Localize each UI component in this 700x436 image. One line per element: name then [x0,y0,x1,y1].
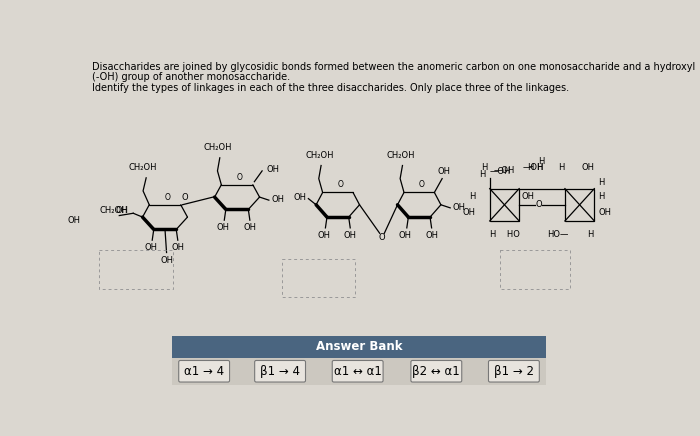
Text: H: H [587,230,594,239]
Text: OH: OH [216,223,229,232]
Text: CH₂OH: CH₂OH [305,151,334,160]
Text: OH: OH [522,192,535,201]
Text: β1 → 2: β1 → 2 [494,365,534,378]
Text: O: O [164,193,170,202]
Text: OH: OH [267,165,280,174]
Text: OH: OH [294,193,307,201]
Text: OH: OH [438,167,450,176]
Text: Disaccharides are joined by glycosidic bonds formed between the anomeric carbon : Disaccharides are joined by glycosidic b… [92,61,695,72]
Text: CH₂OH: CH₂OH [204,143,232,153]
Text: OH: OH [116,206,129,215]
Text: α1 → 4: α1 → 4 [184,365,224,378]
Text: H: H [481,163,487,172]
Text: O: O [536,200,542,209]
Text: OH: OH [344,231,357,240]
Text: H    HO: H HO [489,230,519,239]
Text: Answer Bank: Answer Bank [316,341,402,354]
Text: O: O [337,181,343,189]
Text: O: O [419,181,424,189]
FancyBboxPatch shape [411,361,462,382]
Text: H: H [598,178,605,187]
Text: H: H [598,192,605,201]
Text: O: O [379,233,385,242]
Text: —OH: —OH [523,163,545,172]
FancyBboxPatch shape [489,361,539,382]
Text: CH₂OH: CH₂OH [386,151,415,160]
Text: OH: OH [425,231,438,240]
Text: OH: OH [271,195,284,204]
FancyBboxPatch shape [178,361,230,382]
Text: —OH: —OH [494,166,515,175]
Text: CH₂OH: CH₂OH [129,164,158,173]
Text: (-OH) group of another monosaccharide.: (-OH) group of another monosaccharide. [92,72,290,82]
Text: OH: OH [581,163,594,172]
Text: α1 ↔ α1: α1 ↔ α1 [334,365,382,378]
FancyBboxPatch shape [255,361,305,382]
Polygon shape [172,358,546,385]
Text: CH₂OH: CH₂OH [100,206,128,215]
Text: H H: H H [528,163,543,172]
Text: OH: OH [399,231,412,240]
Text: H: H [538,157,545,166]
Text: β1 → 4: β1 → 4 [260,365,300,378]
Text: OH: OH [172,243,184,252]
Text: O: O [181,194,188,202]
FancyBboxPatch shape [332,361,383,382]
Text: OH: OH [452,203,466,212]
Text: HO—: HO— [547,230,569,239]
Text: O: O [237,173,242,182]
Text: OH: OH [463,208,476,218]
Text: OH: OH [244,223,256,232]
Text: H: H [480,170,486,179]
Polygon shape [172,336,546,358]
Text: OH: OH [598,208,611,218]
Text: —OH: —OH [490,167,511,176]
Text: H: H [558,163,564,172]
Text: OH: OH [160,255,173,265]
Text: OH: OH [317,231,330,240]
Text: β2 ↔ α1: β2 ↔ α1 [412,365,460,378]
Text: Identify the types of linkages in each of the three disaccharides. Only place th: Identify the types of linkages in each o… [92,83,569,93]
Text: OH: OH [144,243,158,252]
Text: H: H [470,192,476,201]
Text: OH: OH [67,216,80,225]
